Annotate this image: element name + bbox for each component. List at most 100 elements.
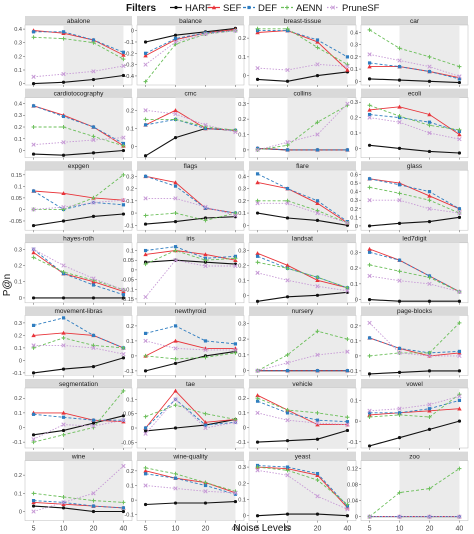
data-point-aenn <box>457 466 462 471</box>
series-line-harf <box>33 415 124 436</box>
data-point-sef <box>255 180 260 185</box>
data-point-def <box>397 346 402 350</box>
panel-segmentation: segmentation -0.1 0 0.1 0.2 <box>12 379 133 450</box>
series-line-harf <box>369 299 460 302</box>
series-harf <box>31 356 126 375</box>
data-point-sef <box>367 107 372 112</box>
data-point-prunesf <box>203 347 208 353</box>
y-tick-label: 0.05 <box>11 196 22 202</box>
series-line-aenn <box>145 212 236 221</box>
data-point-harf <box>203 216 208 220</box>
panel-strip <box>137 451 244 461</box>
data-point-prunesf <box>397 406 402 411</box>
data-point-aenn <box>233 256 238 261</box>
data-point-aenn <box>427 198 432 203</box>
data-point-prunesf <box>233 420 238 425</box>
y-tick-label: 0.1 <box>126 127 134 133</box>
data-point-prunesf <box>121 198 126 203</box>
series-aenn <box>31 172 126 212</box>
data-point-prunesf <box>285 360 290 365</box>
y-tick-label: 0.15 <box>11 173 22 179</box>
series-prunesf <box>31 247 126 292</box>
data-point-def <box>203 339 208 343</box>
data-point-harf <box>61 428 66 433</box>
data-point-aenn <box>397 191 402 196</box>
data-point-prunesf <box>143 62 148 67</box>
data-point-harf <box>367 224 372 228</box>
y-tick-label: 0.2 <box>14 264 22 270</box>
data-point-prunesf <box>255 270 260 275</box>
data-point-harf <box>61 153 66 157</box>
data-point-def <box>61 114 66 119</box>
panel-title: zoo <box>409 453 420 460</box>
data-point-harf <box>315 512 320 516</box>
series-harf <box>143 499 238 507</box>
y-tick-label: 0.1 <box>238 211 246 217</box>
x-tick-label: 5 <box>256 526 260 533</box>
x-tick-label: 20 <box>90 526 98 533</box>
y-tick-label: 0.2 <box>14 54 22 60</box>
data-point-harf <box>427 427 432 431</box>
data-point-aenn <box>173 211 178 216</box>
data-point-harf <box>121 414 126 418</box>
series-harf <box>31 414 126 437</box>
data-point-prunesf <box>121 135 126 140</box>
series-line-def <box>145 118 236 131</box>
series-line-prunesf <box>369 53 460 77</box>
series-line-def <box>257 30 348 58</box>
y-tick-label: 0.3 <box>350 43 358 49</box>
data-point-prunesf <box>345 288 350 293</box>
series-line-prunesf <box>369 117 460 140</box>
data-point-harf <box>143 369 148 373</box>
series-line-def <box>33 105 124 144</box>
y-tick-label: -0.1 <box>12 371 22 377</box>
series-line-aenn <box>369 104 460 131</box>
data-point-def <box>143 174 148 178</box>
panel-title: nursery <box>292 308 314 315</box>
y-tick-label: 0.2 <box>14 396 22 402</box>
data-point-prunesf <box>31 247 36 252</box>
series-line-harf <box>369 420 460 447</box>
data-point-def <box>173 36 178 41</box>
series-line-sef <box>33 412 124 423</box>
data-point-aenn <box>121 143 126 148</box>
x-tick-label: 40 <box>232 526 240 533</box>
legend-entry-aenn: AENN <box>281 3 323 14</box>
data-point-harf <box>143 429 148 433</box>
y-tick-label: 0.1 <box>238 55 246 61</box>
data-point-def <box>31 323 36 327</box>
series-line-prunesf <box>33 137 124 146</box>
data-point-sef <box>143 468 148 473</box>
y-tick-label: 0.12 <box>347 467 358 473</box>
data-point-aenn <box>121 388 126 393</box>
y-tick-label: -0.1 <box>124 513 134 519</box>
x-tick-label: 20 <box>314 526 322 533</box>
data-point-aenn <box>143 262 148 267</box>
series-aenn <box>255 465 350 507</box>
panel-led7digit: led7digit 0 0.1 0.2 0.3 <box>350 233 469 305</box>
series-line-harf <box>369 144 460 154</box>
data-point-def <box>31 499 36 503</box>
series-line-harf <box>369 78 460 84</box>
data-point-harf <box>397 146 402 150</box>
data-point-def <box>367 112 372 117</box>
y-tick-label: 0 <box>243 426 246 432</box>
series-prunesf <box>367 394 462 413</box>
data-point-harf <box>457 419 462 423</box>
series-def <box>143 472 238 496</box>
data-point-aenn <box>31 125 36 130</box>
data-point-def <box>31 30 36 34</box>
data-point-prunesf <box>173 346 178 351</box>
data-point-def <box>143 472 148 476</box>
data-point-aenn <box>315 208 320 213</box>
panel-title: expgen <box>68 163 90 170</box>
panel-title: abalone <box>67 18 91 25</box>
data-point-def <box>91 418 96 422</box>
shaded-band <box>399 315 460 376</box>
panel-balance: balance -0.4 -0.3 -0.2 -0.1 0 <box>124 16 245 87</box>
series-line-sef <box>145 29 236 56</box>
x-tick-label: 5 <box>144 526 148 533</box>
data-point-sef <box>345 67 350 72</box>
y-tick-label: 0.1 <box>350 339 358 345</box>
data-point-harf <box>397 221 402 225</box>
